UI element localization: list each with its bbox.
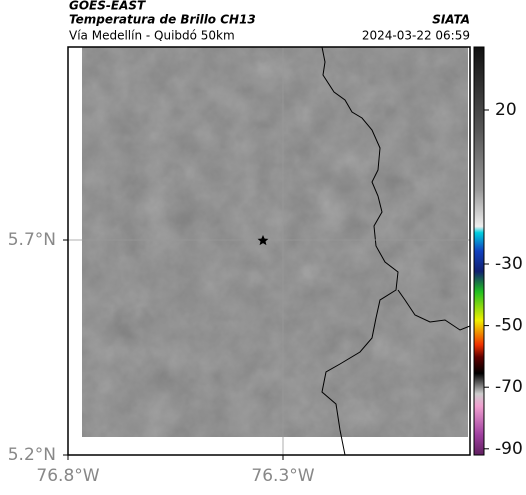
colorbar-tick-label: -70 [495,377,523,397]
timestamp: 2024-03-22 06:59 [362,29,470,43]
colorbar-tick-label: -90 [495,439,523,459]
location-star [257,235,269,246]
product: Temperatura de Brillo CH13 [69,13,256,27]
colorbar-tick-label: -50 [495,316,523,336]
border-line [321,46,471,456]
region: Vía Medellín - Quibdó 50km [69,29,235,43]
source: SIATA [432,13,470,27]
lat-tick-label: 5.7°N [8,230,56,250]
colorbar-tick-label: -30 [495,254,523,274]
satellite: GOES-EAST [69,0,146,13]
colorbar [473,46,485,456]
colorbar-tick-label: 20 [495,100,517,120]
imagery [82,47,468,437]
map-frame [67,46,471,456]
lon-tick-label: 76.3°W [251,466,314,486]
lat-tick-label: 5.2°N [8,445,56,465]
lon-tick-label: 76.8°W [36,466,99,486]
